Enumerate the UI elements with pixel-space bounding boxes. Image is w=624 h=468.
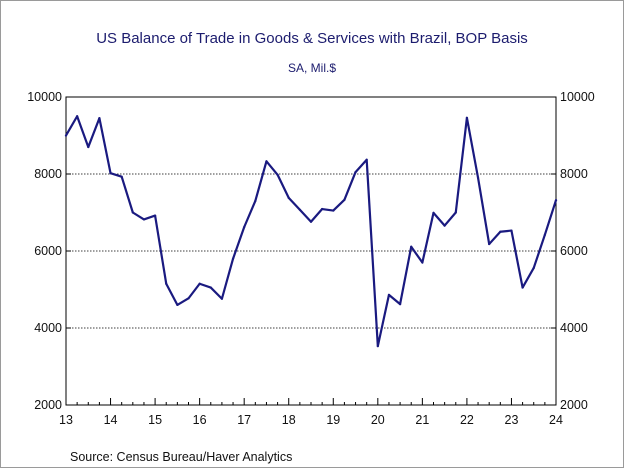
source-note: Source: Census Bureau/Haver Analytics	[70, 450, 293, 464]
data-point-44	[554, 199, 558, 202]
y-tick-label-left-2000: 2000	[34, 398, 62, 412]
data-point-15	[231, 257, 235, 260]
data-point-41	[521, 286, 524, 289]
x-tick-label-15: 15	[148, 413, 162, 427]
data-point-14	[220, 297, 224, 300]
data-point-16	[243, 226, 246, 229]
y-tick-label-left-4000: 4000	[34, 321, 62, 335]
data-point-36	[465, 116, 469, 119]
x-tick-label-19: 19	[326, 413, 340, 427]
x-tick-label-24: 24	[549, 413, 563, 427]
data-point-42	[532, 266, 535, 270]
x-tick-label-21: 21	[415, 413, 429, 427]
data-point-20	[287, 196, 290, 199]
y-tick-label-right-10000: 10000	[560, 90, 595, 104]
data-point-27	[365, 158, 368, 161]
axes: 2000 2000 4000 4000 6000 6000 8000 8000 10000 100…	[27, 90, 595, 427]
data-point-35	[454, 211, 457, 214]
x-tick-label-16: 16	[193, 413, 207, 427]
data-point-5	[120, 175, 123, 178]
data-point-39	[499, 230, 502, 233]
data-point-19	[276, 173, 279, 176]
y-tick-label-right-8000: 8000	[560, 167, 588, 181]
data-point-33	[432, 211, 435, 214]
data-point-10	[176, 303, 179, 306]
data-point-38	[488, 242, 491, 246]
data-point-0	[64, 134, 68, 137]
series	[64, 115, 558, 348]
data-point-29	[387, 293, 391, 296]
data-point-4	[109, 172, 112, 175]
data-point-28	[376, 345, 379, 348]
data-point-30	[398, 303, 402, 306]
data-point-3	[98, 117, 101, 120]
x-tick-label-13: 13	[59, 413, 73, 427]
y-tick-label-left-10000: 10000	[27, 90, 62, 104]
y-tick-label-left-8000: 8000	[34, 167, 62, 181]
data-point-6	[131, 211, 134, 214]
x-tick-label-23: 23	[505, 413, 519, 427]
y-tick-label-left-6000: 6000	[34, 244, 62, 258]
data-point-34	[443, 224, 446, 227]
data-point-40	[510, 229, 513, 232]
data-point-43	[543, 233, 546, 236]
data-point-12	[198, 282, 201, 285]
x-tick-label-18: 18	[282, 413, 296, 427]
data-point-2	[87, 145, 90, 149]
y-tick-label-right-6000: 6000	[560, 244, 588, 258]
data-point-18	[265, 160, 268, 163]
data-point-21	[298, 208, 301, 211]
data-point-31	[410, 245, 413, 248]
y-tick-label-right-2000: 2000	[560, 398, 588, 412]
gridlines	[66, 173, 556, 329]
data-point-13	[209, 286, 212, 289]
data-point-22	[309, 220, 313, 223]
x-tick-label-14: 14	[104, 413, 118, 427]
chart-title: US Balance of Trade in Goods & Services …	[96, 30, 528, 47]
x-tick-label-22: 22	[460, 413, 474, 427]
series-line-0	[64, 115, 558, 348]
data-point-25	[343, 198, 346, 201]
x-tick-label-20: 20	[371, 413, 385, 427]
x-tick-label-17: 17	[237, 413, 251, 427]
y-tick-label-right-4000: 4000	[560, 321, 588, 335]
data-point-23	[321, 207, 324, 211]
chart-subtitle: SA, Mil.$	[287, 61, 336, 75]
data-point-37	[476, 176, 480, 179]
data-point-8	[153, 214, 157, 217]
data-point-24	[332, 209, 335, 212]
data-point-7	[142, 218, 146, 221]
data-point-26	[354, 170, 357, 174]
data-point-1	[76, 115, 79, 118]
data-point-9	[165, 282, 168, 285]
data-point-32	[421, 261, 424, 264]
data-point-11	[187, 297, 190, 300]
data-point-17	[254, 199, 257, 203]
